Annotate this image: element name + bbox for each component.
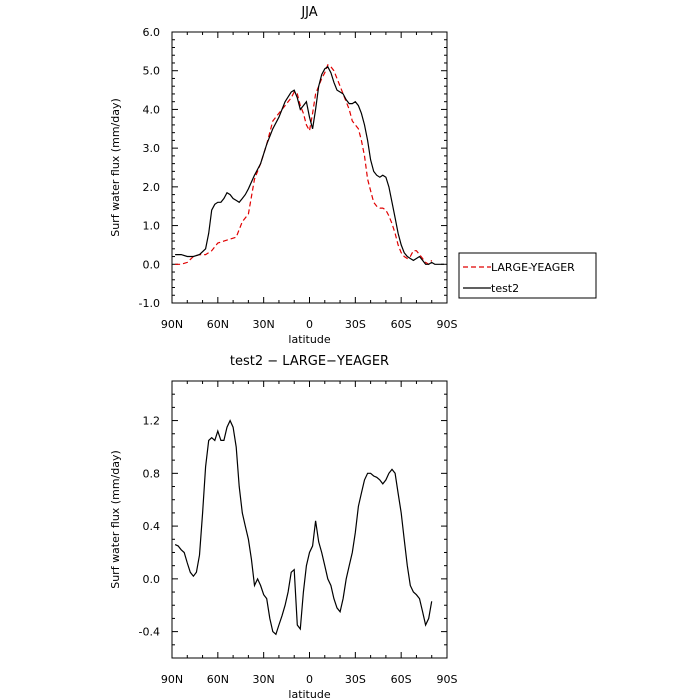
x-tick-label: 60N (207, 318, 229, 331)
x-axis-label-2: latitude (288, 688, 330, 700)
plot-frame-2 (171, 380, 448, 659)
y-tick-label: 2.0 (143, 181, 161, 194)
x-tick-label: 60S (391, 673, 412, 686)
y-tick-label: -1.0 (139, 297, 160, 310)
y-tick-label: 1.2 (143, 415, 161, 428)
x-tick-label: 90S (437, 318, 458, 331)
x-tick-label: 90N (161, 318, 183, 331)
y-tick-label: -0.4 (139, 626, 160, 639)
y-tick-label: 6.0 (143, 26, 161, 39)
x-tick-label: 30N (253, 318, 275, 331)
x-tick-label: 30N (253, 673, 275, 686)
x-tick-label: 60S (391, 318, 412, 331)
series-line-test2 (175, 65, 444, 265)
y-tick-label: 1.0 (143, 220, 161, 233)
y-axis-label-1: Surf water flux (mm/day) (109, 98, 122, 237)
series-line-large-yeager (175, 64, 433, 266)
y-tick-label: 4.0 (143, 103, 161, 116)
chart-title-2: test2 − LARGE−YEAGER (230, 354, 389, 369)
chart-title-1: JJA (300, 5, 317, 20)
x-tick-label: 30S (345, 318, 366, 331)
legend-label-large-yeager: LARGE-YEAGER (491, 261, 575, 274)
y-tick-label: 0.0 (143, 258, 161, 271)
x-tick-label: 30S (345, 673, 366, 686)
y-tick-label: 0.4 (143, 520, 161, 533)
x-tick-label: 60N (207, 673, 229, 686)
plot-frame-1 (171, 31, 448, 304)
legend-box (458, 252, 597, 299)
x-tick-label: 0 (306, 318, 313, 331)
x-tick-label: 90S (437, 673, 458, 686)
y-axis-label-2: Surf water flux (mm/day) (109, 450, 122, 589)
y-tick-label: 5.0 (143, 65, 161, 78)
legend-label-test2: test2 (491, 282, 519, 295)
x-tick-label: 0 (306, 673, 313, 686)
y-tick-label: 0.8 (143, 467, 161, 480)
series-line-difference (174, 419, 433, 636)
y-tick-label: 3.0 (143, 142, 161, 155)
x-axis-label-1: latitude (288, 333, 330, 346)
x-tick-label: 90N (161, 673, 183, 686)
y-tick-label: 0.0 (143, 573, 161, 586)
